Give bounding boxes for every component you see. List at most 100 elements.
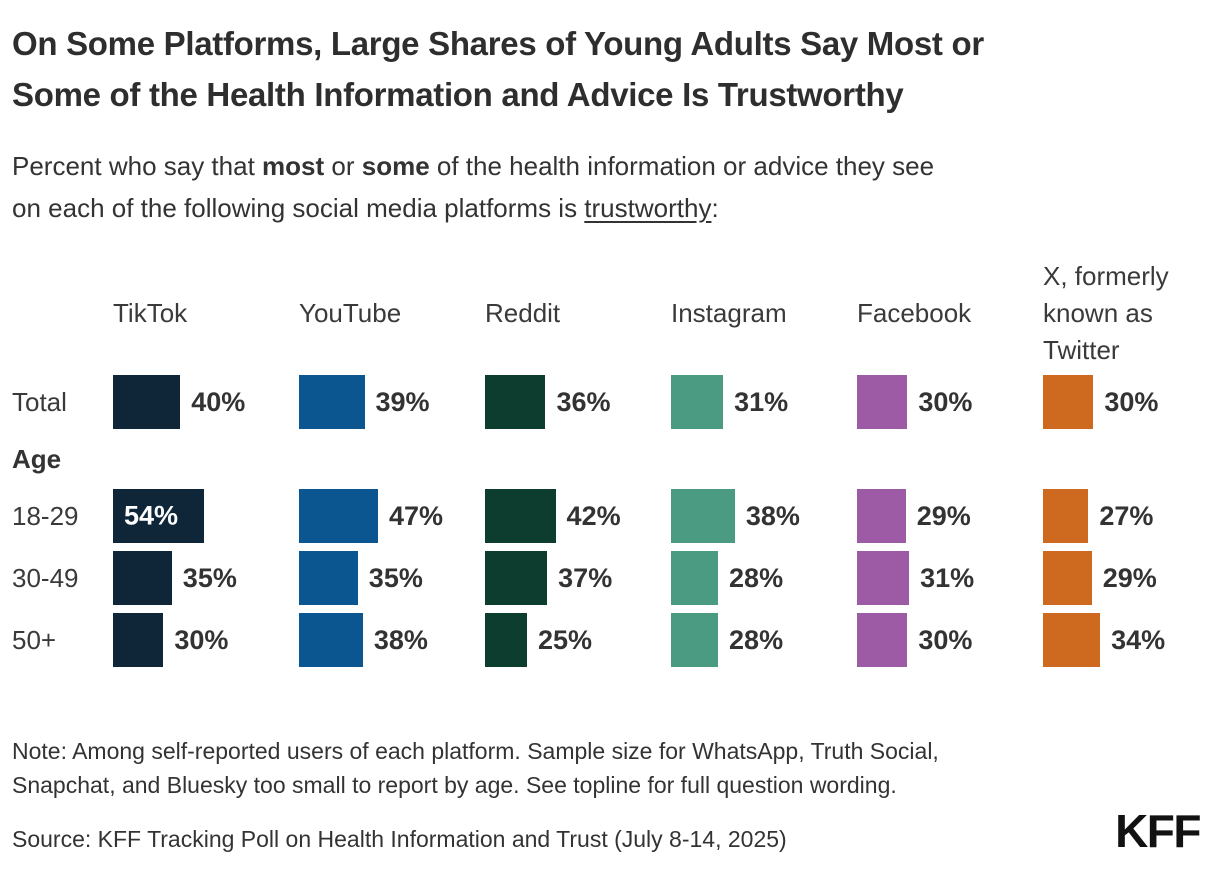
bar-value-label: 30%: [918, 386, 973, 417]
chart-row-30-49: 30-49 35% 35% 37% 28% 31% 29%: [12, 551, 1208, 606]
row-label-18-29: 18-29: [12, 500, 79, 531]
bar-reddit-30-49: [485, 551, 548, 606]
bar-value-label: 54%: [124, 500, 179, 531]
bar-value-label: 27%: [1099, 500, 1154, 531]
bar-cell-tiktok-18-29: 54%: [113, 489, 299, 544]
bar-cell-reddit-18-29: 42%: [485, 489, 671, 544]
bar-cell-tiktok-total: 40%: [113, 375, 299, 430]
column-header-instagram: Instagram: [671, 298, 787, 329]
bar-cell-x-formerly-known-as-twitter-18-29: 27%: [1043, 489, 1220, 544]
chart-row-50: 50+ 30% 38% 25% 28% 30% 34%: [12, 613, 1208, 668]
bar-tiktok-50: [113, 613, 164, 668]
bar-cell-facebook-50: 30%: [857, 613, 1043, 668]
subtitle-text: :: [711, 192, 719, 223]
row-label-30-49: 30-49: [12, 562, 79, 593]
bar-value-label: 25%: [538, 624, 593, 655]
bar-value-label: 31%: [734, 386, 789, 417]
bar-value-label: 31%: [920, 562, 975, 593]
page-title-line-1: On Some Platforms, Large Shares of Young…: [12, 25, 984, 62]
bar-value-label: 28%: [729, 624, 784, 655]
bar-facebook-18-29: [857, 489, 906, 544]
subtitle-underlined-trustworthy: trustworthy: [584, 192, 712, 223]
bar-reddit-total: [485, 375, 546, 430]
bar-x-formerly-known-as-twitter-18-29: [1043, 489, 1089, 544]
bar-reddit-18-29: [485, 489, 556, 544]
bar-cell-x-formerly-known-as-twitter-total: 30%: [1043, 375, 1220, 430]
column-header-facebook: Facebook: [857, 298, 972, 329]
row-label-50: 50+: [12, 624, 57, 655]
chart-row-18-29: 18-29 54% 47% 42% 38% 29% 27%: [12, 489, 1208, 544]
chart-subtitle: Percent who say that most or some of the…: [12, 146, 1208, 229]
bar-value-label: 36%: [556, 386, 611, 417]
bar-cell-youtube-total: 39%: [299, 375, 485, 430]
bar-value-label: 35%: [368, 562, 423, 593]
bar-cell-facebook-30-49: 31%: [857, 551, 1043, 606]
bar-value-label: 30%: [174, 624, 229, 655]
column-header-x-formerly-known-as-twitter: X, formerly known as Twitter: [1043, 261, 1169, 365]
section-label-age: Age: [12, 443, 62, 474]
subtitle-text: Percent who say that: [12, 151, 263, 182]
bar-cell-instagram-30-49: 28%: [671, 551, 857, 606]
bar-value-label: 37%: [558, 562, 613, 593]
column-header-reddit: Reddit: [485, 298, 561, 329]
bar-instagram-total: [671, 375, 724, 430]
bar-value-label: 34%: [1111, 624, 1166, 655]
bar-value-label: 40%: [191, 386, 246, 417]
bar-youtube-18-29: [299, 489, 378, 544]
bar-cell-facebook-18-29: 29%: [857, 489, 1043, 544]
bar-instagram-18-29: [671, 489, 735, 544]
source-row: Source: KFF Tracking Poll on Health Info…: [12, 805, 1208, 858]
bar-tiktok-18-29: 54%: [113, 489, 204, 544]
bar-chart: TikTok YouTube Reddit Instagram Facebook X, f…: [12, 251, 1208, 668]
column-headers-row: TikTok YouTube Reddit Instagram Facebook X, f…: [113, 251, 1208, 375]
bar-cell-youtube-30-49: 35%: [299, 551, 485, 606]
bar-youtube-30-49: [299, 551, 358, 606]
bar-cell-x-formerly-known-as-twitter-30-49: 29%: [1043, 551, 1220, 606]
page-title-line-2: Some of the Health Information and Advic…: [12, 76, 904, 114]
note-text: Note: Among self-reported users of each …: [12, 738, 939, 798]
chart-footer: Note: Among self-reported users of each …: [12, 735, 1208, 858]
bar-facebook-50: [857, 613, 908, 668]
bar-cell-instagram-18-29: 38%: [671, 489, 857, 544]
bar-cell-instagram-50: 28%: [671, 613, 857, 668]
column-header-youtube: YouTube: [299, 298, 402, 329]
bar-cell-instagram-total: 31%: [671, 375, 857, 430]
bar-cell-reddit-50: 25%: [485, 613, 671, 668]
row-label-total: Total: [12, 386, 67, 417]
bar-cell-reddit-total: 36%: [485, 375, 671, 430]
bar-value-label: 30%: [1104, 386, 1159, 417]
bar-value-label: 28%: [729, 562, 784, 593]
bar-value-label: 38%: [373, 624, 428, 655]
bar-facebook-total: [857, 375, 908, 430]
bar-value-label: 29%: [916, 500, 971, 531]
bar-instagram-30-49: [671, 551, 719, 606]
bar-cell-tiktok-50: 30%: [113, 613, 299, 668]
bar-tiktok-30-49: [113, 551, 172, 606]
bar-value-label: 39%: [375, 386, 430, 417]
bar-tiktok-total: [113, 375, 181, 430]
kff-logo: KFF: [1115, 805, 1201, 858]
bar-cell-youtube-50: 38%: [299, 613, 485, 668]
subtitle-bold-some: some: [361, 151, 430, 182]
bar-youtube-50: [299, 613, 363, 668]
bar-x-formerly-known-as-twitter-30-49: [1043, 551, 1092, 606]
bar-value-label: 42%: [566, 500, 621, 531]
bar-instagram-50: [671, 613, 719, 668]
subtitle-text: or: [324, 151, 362, 182]
bar-value-label: 29%: [1102, 562, 1157, 593]
column-header-tiktok: TikTok: [113, 298, 188, 329]
subtitle-bold-most: most: [262, 151, 325, 182]
bar-reddit-50: [485, 613, 527, 668]
bar-x-formerly-known-as-twitter-50: [1043, 613, 1101, 668]
bar-cell-x-formerly-known-as-twitter-50: 34%: [1043, 613, 1220, 668]
bar-value-label: 35%: [182, 562, 237, 593]
bar-cell-tiktok-30-49: 35%: [113, 551, 299, 606]
chart-row-total: Total 40% 39% 36% 31% 30% 30%: [12, 375, 1208, 430]
chart-rows: Total 40% 39% 36% 31% 30% 30% Age 18-29 54% 47% 42%…: [12, 375, 1208, 668]
bar-value-label: 38%: [745, 500, 800, 531]
bar-facebook-30-49: [857, 551, 910, 606]
bar-cell-youtube-18-29: 47%: [299, 489, 485, 544]
bar-cell-reddit-30-49: 37%: [485, 551, 671, 606]
bar-value-label: 47%: [388, 500, 443, 531]
source-text: Source: KFF Tracking Poll on Health Info…: [12, 825, 787, 852]
